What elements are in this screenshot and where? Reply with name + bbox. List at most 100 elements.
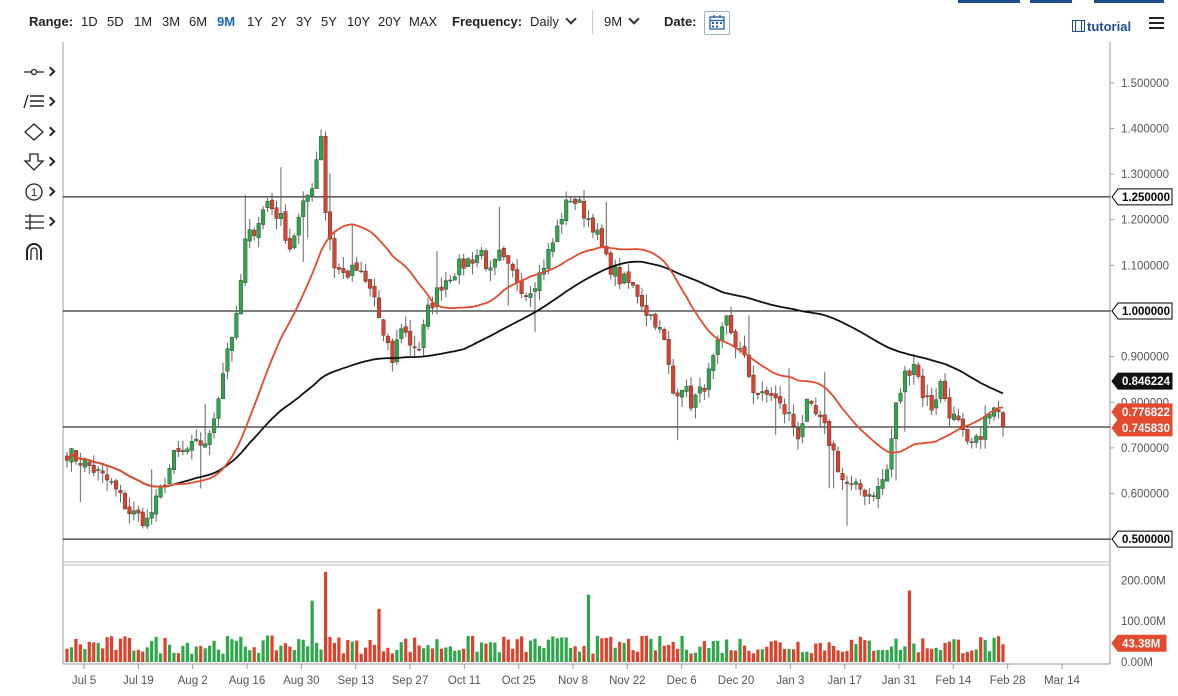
period-select[interactable]: 9M bbox=[604, 13, 640, 30]
volume-bar bbox=[430, 648, 435, 662]
volume-bar bbox=[827, 642, 831, 662]
volume-bar bbox=[310, 600, 314, 662]
range-button-2y[interactable]: 2Y bbox=[271, 14, 287, 29]
volume-bar bbox=[564, 637, 568, 662]
candle-body bbox=[234, 312, 239, 338]
fibonacci-icon bbox=[25, 214, 44, 230]
volume-bar bbox=[109, 636, 114, 662]
candle-body bbox=[381, 319, 386, 336]
candle-body bbox=[595, 229, 600, 235]
range-button-max[interactable]: MAX bbox=[409, 14, 438, 29]
candle-body bbox=[1001, 412, 1006, 428]
volume-bar bbox=[404, 638, 408, 662]
candle-body bbox=[314, 159, 319, 189]
volume-bar bbox=[667, 645, 671, 662]
tool-shapes[interactable] bbox=[22, 122, 58, 142]
price-label-box bbox=[1111, 419, 1173, 437]
volume-bar bbox=[992, 637, 996, 662]
volume-bar bbox=[537, 646, 542, 662]
tool-arrow-down[interactable] bbox=[22, 152, 58, 172]
volume-bar bbox=[381, 651, 386, 662]
range-button-3y[interactable]: 3Y bbox=[296, 14, 312, 29]
volume-bar bbox=[511, 648, 515, 662]
volume-bar bbox=[265, 635, 270, 662]
time-tick-label: Jan 31 bbox=[882, 675, 917, 687]
time-tick-label: Aug 16 bbox=[229, 675, 265, 687]
tutorial-link[interactable]: tutorial bbox=[1072, 19, 1131, 34]
time-tick-label: Dec 20 bbox=[718, 675, 754, 687]
volume-bar bbox=[627, 638, 631, 662]
volume-bar bbox=[493, 642, 497, 662]
candle-body bbox=[943, 380, 948, 400]
range-button-5y[interactable]: 5Y bbox=[321, 14, 337, 29]
tool-trend-lines[interactable] bbox=[22, 92, 58, 112]
candle-body bbox=[573, 198, 578, 204]
candle-body bbox=[568, 200, 573, 203]
volume-bar bbox=[577, 651, 582, 662]
volume-bar bbox=[889, 646, 894, 662]
candle-body bbox=[131, 510, 136, 515]
range-button-9m[interactable]: 9M bbox=[217, 14, 236, 29]
price-label: 1.000000 bbox=[1122, 306, 1170, 318]
volume-bar bbox=[176, 653, 181, 662]
time-tick-label: Aug 2 bbox=[178, 675, 208, 687]
candle-body bbox=[180, 449, 185, 452]
volume-bar bbox=[145, 647, 149, 662]
candle-body bbox=[764, 390, 769, 395]
range-button-1y[interactable]: 1Y bbox=[247, 14, 263, 29]
candle-body bbox=[310, 188, 315, 196]
range-button-1d[interactable]: 1D bbox=[81, 14, 98, 29]
candle-body bbox=[858, 483, 863, 490]
candle-body bbox=[470, 259, 475, 264]
volume-bar bbox=[867, 640, 871, 662]
tutorial-label: tutorial bbox=[1087, 19, 1132, 34]
candle-body bbox=[96, 469, 101, 471]
volume-bar bbox=[355, 640, 359, 662]
volume-bar bbox=[105, 637, 109, 662]
range-button-1m[interactable]: 1M bbox=[134, 14, 153, 29]
calendar-button[interactable] bbox=[704, 11, 730, 35]
date-label: Date: bbox=[664, 14, 697, 29]
volume-bar bbox=[702, 641, 706, 662]
range-button-10y[interactable]: 10Y bbox=[347, 14, 371, 29]
range-button-5d[interactable]: 5D bbox=[107, 14, 124, 29]
tool-annotation-number[interactable]: 1 bbox=[22, 182, 58, 202]
volume-bar bbox=[248, 650, 252, 662]
candle-body bbox=[599, 228, 604, 247]
candle-body bbox=[751, 374, 756, 394]
volume-bar bbox=[408, 652, 412, 662]
range-button-3m[interactable]: 3M bbox=[162, 14, 181, 29]
candle-body bbox=[519, 280, 524, 294]
price-label-box bbox=[1111, 302, 1173, 320]
range-button-6m[interactable]: 6M bbox=[189, 14, 208, 29]
price-tick-label: 0.900000 bbox=[1121, 352, 1169, 364]
volume-bar bbox=[350, 641, 354, 662]
candle-body bbox=[622, 273, 627, 284]
tool-fibonacci[interactable] bbox=[22, 212, 58, 232]
candle-body bbox=[755, 392, 760, 395]
top-tab-indicator bbox=[1030, 0, 1072, 3]
volume-bar bbox=[377, 608, 381, 662]
volume-bar bbox=[413, 637, 417, 662]
volume-bar bbox=[751, 653, 755, 662]
candle-body bbox=[109, 481, 114, 483]
candle-body bbox=[724, 315, 729, 326]
tool-magnet[interactable] bbox=[22, 242, 58, 262]
volume-bar bbox=[96, 642, 100, 662]
tool-crosshair[interactable] bbox=[22, 62, 58, 82]
volume-bar bbox=[274, 650, 279, 662]
candle-body bbox=[283, 211, 288, 241]
range-button-20y[interactable]: 20Y bbox=[378, 14, 402, 29]
volume-bar bbox=[725, 639, 729, 662]
volume-bar bbox=[872, 650, 876, 662]
svg-text:1: 1 bbox=[31, 187, 37, 199]
volume-bar bbox=[221, 653, 225, 662]
volume-bar bbox=[778, 642, 782, 662]
hamburger-menu-icon[interactable] bbox=[1149, 17, 1164, 32]
volume-bar bbox=[747, 650, 751, 662]
volume-bar bbox=[114, 649, 118, 662]
frequency-select[interactable]: Daily bbox=[530, 13, 577, 30]
volume-bar bbox=[912, 643, 916, 662]
candle-body bbox=[925, 395, 930, 397]
